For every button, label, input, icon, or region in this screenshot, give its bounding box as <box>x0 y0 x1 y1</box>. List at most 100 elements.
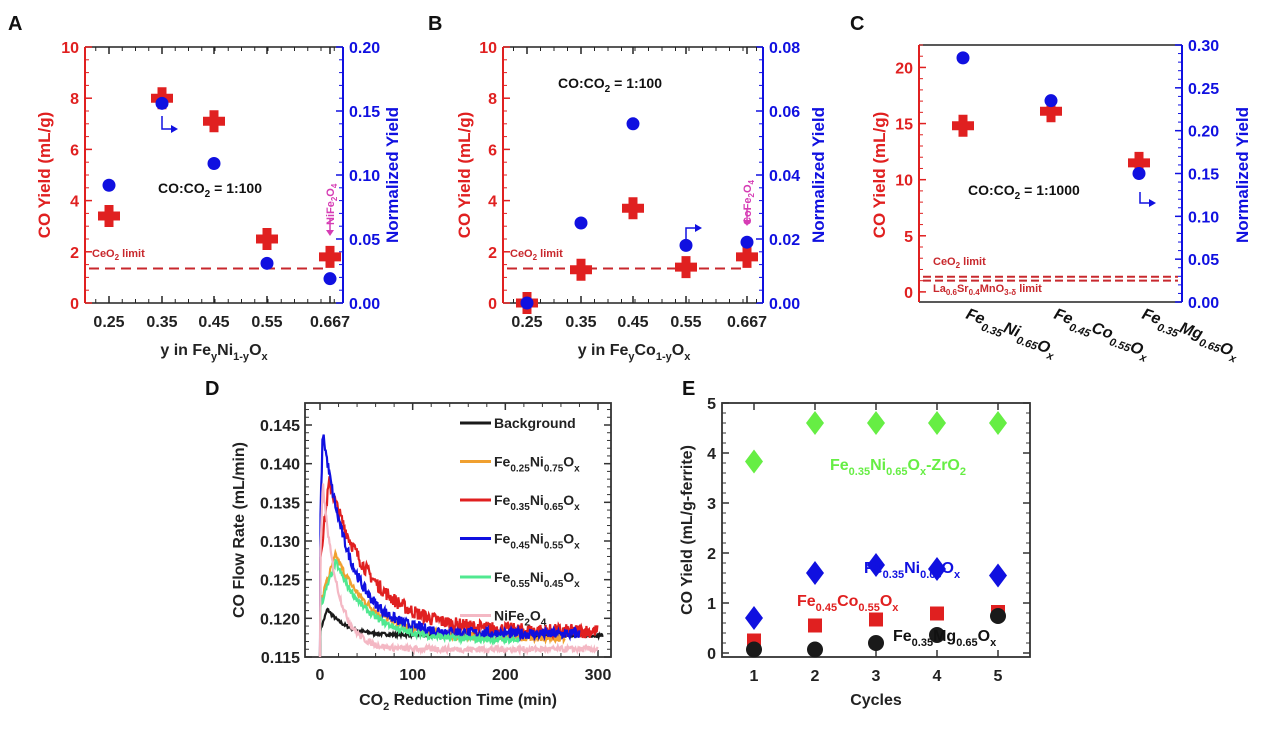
marker-co-yield <box>622 197 644 220</box>
ytick-label: 3 <box>707 496 716 513</box>
marker-normalized-yield <box>1044 94 1058 108</box>
panel-d-lines <box>318 434 604 658</box>
panel-a-ylabel: CO Yield (mL/g) <box>35 112 54 239</box>
svg-text:Fe0.35Ni0.65Ox: Fe0.35Ni0.65Ox <box>961 306 1061 364</box>
panel-d: 0.115 0.120 0.125 0.130 0.135 0.140 0.145 0 100 2… <box>231 402 612 713</box>
panel-b-axes: 0 2 4 6 8 10 0.00 0.02 0.04 0.06 0.08 0.25 0.35 0.45 0… <box>479 40 800 331</box>
marker-normalized-yield <box>260 256 274 270</box>
marker-normalized-yield <box>956 51 970 65</box>
y2tick-label: 0.20 <box>1188 124 1219 141</box>
series-line-fe0-25ni0-75ox <box>318 548 566 658</box>
ytick-label: 1 <box>707 596 716 613</box>
marker-normalized-yield <box>740 235 754 249</box>
marker-co-yield <box>256 228 278 250</box>
panel-b-ratio-annotation: CO:CO2 = 1:100 <box>558 75 662 95</box>
ytick-label: 4 <box>707 446 716 463</box>
ytick-label: 5 <box>904 229 913 246</box>
panel-c-ceo2-label: CeO2 limit <box>933 256 986 270</box>
panel-b-ceo2-label: CeO2 limit <box>510 248 563 262</box>
marker-fe0-35ni0-65ox-zro2 <box>745 449 763 474</box>
panel-c-lsm-label: La0.6Sr0.4MnO3-δ limit <box>933 283 1042 297</box>
ytick-label: 8 <box>70 91 79 108</box>
svg-text:CoFe2O4: CoFe2O4 <box>742 179 756 225</box>
marker-co-yield <box>952 114 974 137</box>
xtick-label: 100 <box>399 667 426 684</box>
xtick-label: 0.25 <box>93 314 124 331</box>
panel-a-ceo2-label: CeO2 limit <box>92 248 145 262</box>
marker-co-yield <box>98 204 120 227</box>
marker-fe0-45co0-55ox <box>808 618 822 633</box>
y2tick-label: 0.15 <box>349 104 380 121</box>
xtick-label: 0.35 <box>146 314 177 331</box>
panel-b-cofe2o4-label: CoFe2O4 <box>742 179 756 225</box>
ytick-label: 10 <box>61 40 79 57</box>
panel-a-nife2o4-arrow <box>326 218 334 236</box>
panel-d-axes: 0.115 0.120 0.125 0.130 0.135 0.140 0.145 0 100 2… <box>260 402 612 684</box>
series-line-fe0-45ni0-55ox <box>318 434 581 658</box>
plot-frame <box>304 402 612 658</box>
y2tick-label: 0.00 <box>769 296 800 313</box>
ytick-label: 5 <box>707 396 716 413</box>
xtick-label: 5 <box>994 668 1003 685</box>
panel-e-label-feni: Fe0.35Ni0.65Ox <box>864 560 961 581</box>
panel-d-ylabel: CO Flow Rate (mL/min) <box>231 442 248 618</box>
ytick-label: 0.135 <box>260 495 300 512</box>
marker-fe0-35ni0-65ox-zro2 <box>806 411 824 435</box>
panel-d-legend: Background Fe0.25Ni0.75Ox Fe0.35Ni0.65Ox Fe… <box>460 415 580 629</box>
svg-text:Fe0.45Co0.55Ox: Fe0.45Co0.55Ox <box>1049 306 1154 365</box>
panel-e-ylabel: CO Yield (mL/g-ferrite) <box>679 445 696 615</box>
marker-co-yield <box>203 110 225 133</box>
xtick-label: 0 <box>316 667 325 684</box>
ytick-label: 0.125 <box>260 573 300 590</box>
ytick-label: 0.115 <box>261 650 300 667</box>
ytick-label: 0 <box>70 296 79 313</box>
y2tick-label: 0.30 <box>1188 38 1219 55</box>
marker-normalized-yield <box>1132 167 1146 180</box>
xtick-label: 3 <box>872 668 881 685</box>
legend-label: Fe0.25Ni0.75Ox <box>494 454 580 475</box>
xtick-label: 200 <box>492 667 519 684</box>
series-line-fe0-55ni0-45ox <box>318 558 520 658</box>
ytick-label: 4 <box>488 194 497 211</box>
panel-label-d: D <box>205 378 219 400</box>
panel-b-xlabel: y in FeyCo1-yOx <box>578 342 692 363</box>
marker-fe0-35ni0-65ox <box>989 563 1007 588</box>
marker-fe0-35ni0-65ox-zro2 <box>867 411 885 435</box>
xtick-label: 0.55 <box>670 314 701 331</box>
panel-c-y2label: Normalized Yield <box>1233 107 1252 243</box>
panel-c-ylabel: CO Yield (mL/g) <box>870 112 889 239</box>
y2tick-label: 0.08 <box>769 40 800 57</box>
panel-d-xlabel: CO2 Reduction Time (min) <box>359 692 557 713</box>
panel-b-right-axis-arrow <box>685 224 702 242</box>
ytick-label: 0 <box>904 285 913 302</box>
xtick-label: 0.45 <box>198 314 229 331</box>
marker-fe0-35ni0-65ox-zro2 <box>928 411 946 435</box>
xtick-label: 0.667 <box>727 314 767 331</box>
ytick-label: 0.145 <box>260 418 300 435</box>
xtick-label: 0.25 <box>511 314 542 331</box>
marker-normalized-yield <box>155 96 169 110</box>
ytick-label: 0.140 <box>260 457 300 474</box>
panel-c-xtick-0: Fe0.35Ni0.65Ox <box>961 306 1061 364</box>
ytick-label: 2 <box>488 245 497 262</box>
panel-label-a: A <box>8 13 22 35</box>
svg-text:Fe0.35Mg0.65Ox: Fe0.35Mg0.65Ox <box>1137 306 1244 366</box>
panel-a-y2label: Normalized Yield <box>383 107 402 243</box>
marker-co-yield <box>319 245 341 268</box>
y2tick-label: 0.06 <box>769 104 800 121</box>
series-line-nife2o4 <box>318 483 599 658</box>
marker-co-yield <box>1040 100 1062 123</box>
panel-e-xlabel: Cycles <box>850 692 902 709</box>
panel-c-right-axis-arrow <box>1139 192 1156 207</box>
panel-c-xtick-1: Fe0.45Co0.55Ox <box>1049 306 1154 365</box>
y2tick-label: 0.04 <box>769 168 800 185</box>
marker-fe0-45co0-55ox <box>869 612 883 627</box>
ytick-label: 2 <box>70 245 79 262</box>
panel-e-label-zro2: Fe0.35Ni0.65Ox-ZrO2 <box>830 457 966 478</box>
ytick-label: 0.130 <box>260 534 300 551</box>
panel-e-label-feco: Fe0.45Co0.55Ox <box>797 593 899 614</box>
xtick-label: 2 <box>811 668 820 685</box>
ytick-label: 10 <box>895 173 913 190</box>
marker-fe0-35mg0-65ox <box>807 641 823 658</box>
panel-e: 0 1 2 3 4 5 1 2 3 4 5 CO Yield (mL/g-ferrite) Cycl… <box>679 396 1031 709</box>
